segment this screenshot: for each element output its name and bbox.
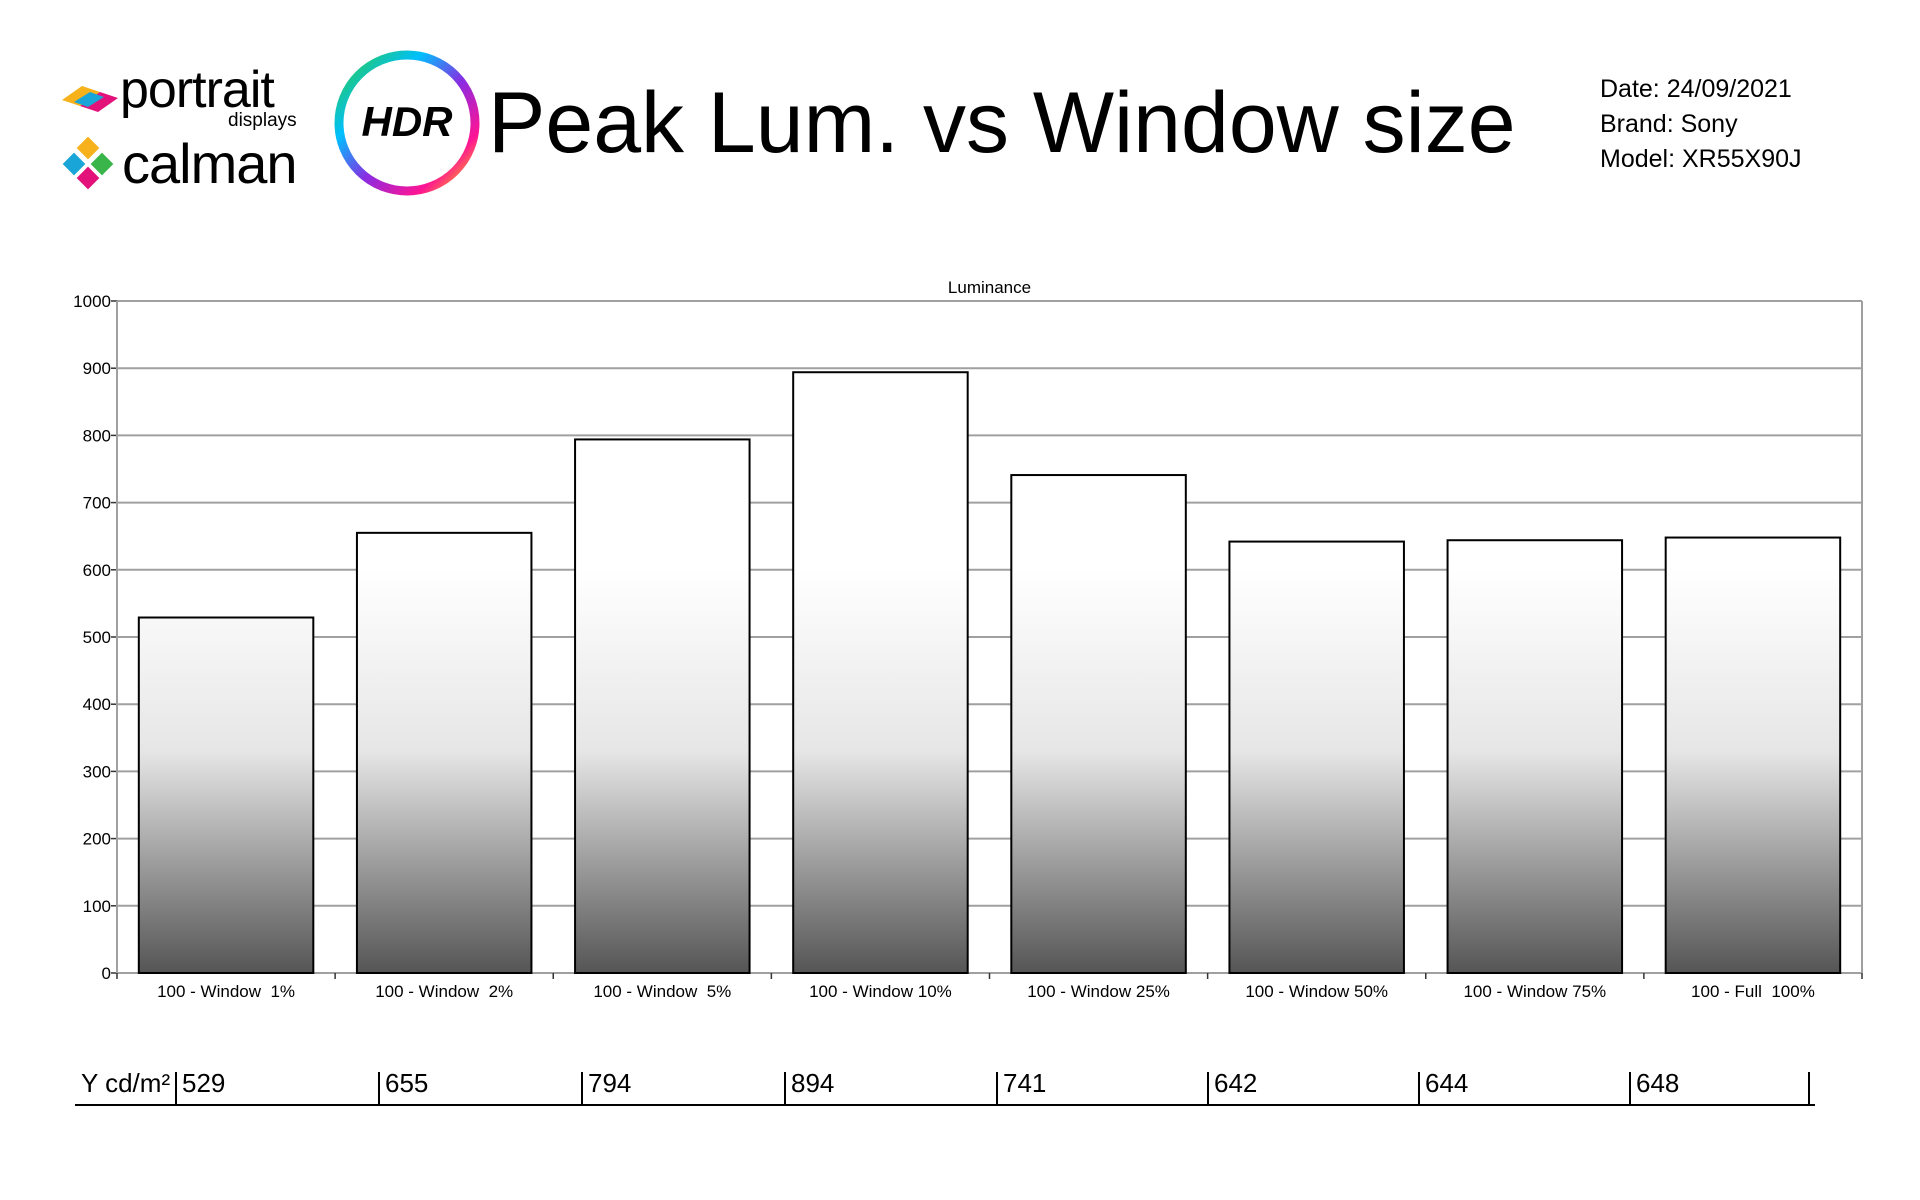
portrait-logo-icon	[62, 86, 118, 112]
x-tick-label: 100 - Window 50%	[1245, 982, 1388, 1001]
y-tick-label: 100	[83, 897, 111, 916]
y-tick-label: 700	[83, 494, 111, 513]
hdr-badge-text: HDR	[362, 98, 454, 145]
table-cell: 741	[1003, 1068, 1047, 1098]
bar	[355, 531, 533, 974]
values-table: Y cd/m² 529 655 794 894 741 642 644 648	[75, 1060, 1815, 1106]
hdr-badge-icon: HDR	[334, 50, 480, 196]
x-tick-label: 100 - Window 2%	[375, 982, 513, 1001]
bar	[1446, 539, 1624, 974]
portrait-subtext: displays	[228, 110, 297, 131]
table-baseline	[75, 1104, 1815, 1106]
bar	[792, 371, 969, 975]
y-tick-label: 500	[83, 628, 111, 647]
y-tick-label: 1000	[73, 292, 111, 311]
y-tick-label: 900	[83, 359, 111, 378]
y-tick-label: 400	[83, 695, 111, 714]
bar	[137, 616, 315, 974]
table-cell: 794	[588, 1068, 632, 1098]
y-tick-label: 300	[83, 762, 111, 781]
table-separator	[581, 1072, 583, 1106]
table-end-separator	[1808, 1072, 1810, 1106]
x-tick-label: 100 - Window 5%	[593, 982, 731, 1001]
calman-logo: calman	[60, 132, 298, 195]
x-tick-label: 100 - Window 25%	[1027, 982, 1170, 1001]
table-cell: 655	[385, 1068, 429, 1098]
table-row-label: Y cd/m²	[81, 1068, 171, 1098]
report-model: Model: XR55X90J	[1600, 145, 1802, 173]
table-separator	[378, 1072, 380, 1106]
x-tick-label: 100 - Window 75%	[1463, 982, 1606, 1001]
x-tick-label: 100 - Window 1%	[157, 982, 295, 1001]
logo-area: portrait displays calman HDR	[60, 48, 490, 213]
y-tick-label: 800	[83, 426, 111, 445]
y-tick-label: 0	[102, 964, 111, 983]
chart-title: Luminance	[948, 278, 1031, 297]
bar	[1228, 540, 1405, 974]
table-separator	[784, 1072, 786, 1106]
page-title: Peak Lum. vs Window size	[488, 75, 1516, 171]
table-cell: 529	[182, 1068, 226, 1098]
table-cell: 644	[1425, 1068, 1469, 1098]
calman-wordmark: calman	[122, 132, 298, 195]
bar	[1664, 536, 1842, 974]
x-tick-label: 100 - Full 100%	[1691, 982, 1815, 1001]
table-separator	[1629, 1072, 1631, 1106]
table-separator	[996, 1072, 998, 1106]
report-meta: Date: 24/09/2021 Brand: Sony Model: XR55…	[1600, 72, 1802, 177]
y-tick-label: 200	[83, 830, 111, 849]
table-cell: 648	[1636, 1068, 1680, 1098]
bar	[1010, 474, 1187, 974]
portrait-logo: portrait	[60, 61, 275, 119]
bar	[574, 438, 751, 974]
calman-logo-icon	[62, 136, 114, 190]
portrait-wordmark: portrait	[120, 61, 275, 119]
x-tick-label: 100 - Window 10%	[809, 982, 952, 1001]
table-separator	[1207, 1072, 1209, 1106]
report-brand: Brand: Sony	[1600, 110, 1738, 138]
table-cell: 894	[791, 1068, 835, 1098]
report-date: Date: 24/09/2021	[1600, 75, 1792, 103]
table-separator	[1418, 1072, 1420, 1106]
luminance-chart: Luminance 0 100 200 300 400 500 600 700 800 900 100…	[73, 278, 1863, 1001]
y-tick-label: 600	[83, 561, 111, 580]
table-cell: 642	[1214, 1068, 1258, 1098]
table-separator	[175, 1072, 177, 1106]
